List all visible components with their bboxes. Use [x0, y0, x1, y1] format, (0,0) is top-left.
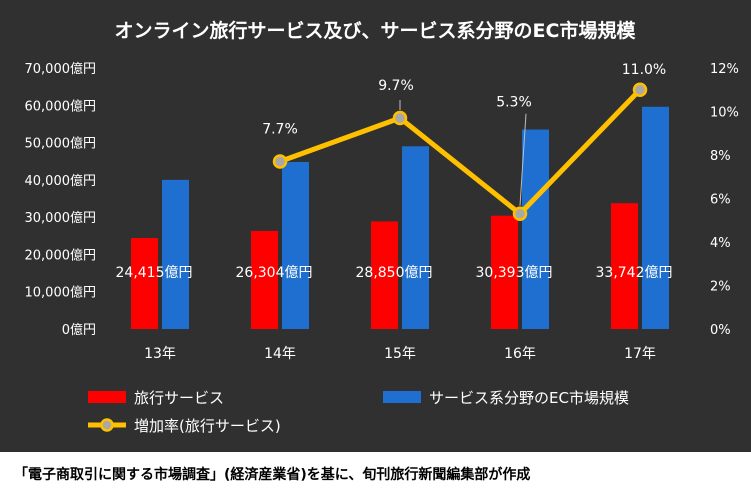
plot-area: 0億円 10,000億円 20,000億円 30,000億円 40,000億円 50,00…: [25, 61, 739, 362]
y-right-tick-label: 6%: [710, 193, 731, 208]
bar-service: [522, 129, 549, 329]
growth-point: [272, 154, 288, 169]
x-tick-label: 15年: [384, 346, 416, 362]
y-left-tick-label: 20,000億円: [25, 247, 97, 263]
growth-data-label: 7.7%: [262, 122, 298, 138]
y-left-tick-label: 70,000億円: [25, 61, 97, 77]
chart-title: オンライン旅行サービス及び、サービス系分野のEC市場規模: [115, 19, 637, 42]
legend-label-travel: 旅行サービス: [134, 389, 224, 407]
y-right-tick-label: 12%: [710, 62, 739, 77]
legend-swatch-growth-marker: [100, 418, 114, 432]
legend-swatch-travel: [88, 391, 126, 403]
bar-travel: [251, 230, 278, 329]
chart-panel: オンライン旅行サービス及び、サービス系分野のEC市場規模 0億円 10,000億円…: [0, 0, 751, 452]
growth-label-leader: [519, 113, 527, 206]
y-left-tick-label: 30,000億円: [25, 210, 97, 226]
source-note: 「電子商取引に関する市場調査」(経済産業省)を基に、旬刊旅行新聞編集部が作成: [14, 467, 531, 483]
legend-label-service: サービス系分野のEC市場規模: [429, 389, 629, 407]
y-right-tick-label: 0%: [710, 323, 731, 338]
bar-travel: [371, 221, 398, 329]
y-left-tick-label: 0億円: [62, 322, 96, 338]
legend-label-growth: 増加率(旅行サービス): [134, 417, 281, 435]
y-right-tick-label: 8%: [710, 149, 731, 164]
bar-service: [282, 161, 309, 329]
legend-swatch-service: [383, 391, 421, 403]
travel-data-label: 33,742億円: [596, 265, 673, 281]
bar-travel: [131, 237, 158, 329]
x-tick-label: 14年: [264, 346, 296, 362]
bar-service: [162, 179, 189, 329]
growth-point: [512, 206, 528, 221]
y-right-tick-label: 4%: [710, 236, 731, 251]
travel-data-label: 24,415億円: [116, 265, 193, 281]
growth-data-label: 11.0%: [622, 62, 666, 78]
bar-travel: [491, 215, 518, 329]
y-left-tick-label: 10,000億円: [25, 285, 97, 301]
bar-travel: [611, 203, 638, 329]
y-left-tick-label: 60,000億円: [25, 98, 97, 114]
chart-svg: オンライン旅行サービス及び、サービス系分野のEC市場規模 0億円 10,000億円…: [25, 19, 739, 435]
y-left-tick-label: 50,000億円: [25, 136, 97, 152]
y-right-tick-label: 10%: [710, 106, 739, 121]
travel-data-label: 30,393億円: [476, 265, 553, 281]
growth-line: [279, 88, 642, 217]
x-tick-label: 17年: [624, 346, 656, 362]
growth-point: [392, 110, 408, 126]
y-right-tick-label: 2%: [710, 280, 731, 295]
bar-service: [642, 106, 669, 329]
x-tick-label: 16年: [504, 346, 536, 362]
x-tick-label: 13年: [144, 346, 176, 362]
growth-point: [632, 82, 648, 97]
growth-data-label: 5.3%: [496, 95, 532, 111]
travel-data-label: 28,850億円: [356, 265, 433, 281]
growth-data-label: 9.7%: [378, 78, 414, 94]
travel-data-label: 26,304億円: [236, 265, 313, 281]
bar-service: [402, 146, 429, 329]
y-left-tick-label: 40,000億円: [25, 173, 97, 189]
